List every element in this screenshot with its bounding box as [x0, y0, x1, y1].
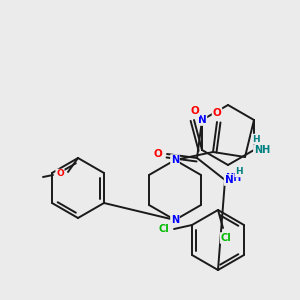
Text: N: N: [198, 115, 206, 125]
Text: Cl: Cl: [159, 224, 170, 234]
Text: NH: NH: [225, 173, 241, 183]
Text: O: O: [190, 106, 200, 116]
Text: Cl: Cl: [220, 233, 231, 243]
Text: NH: NH: [254, 145, 270, 155]
Text: H: H: [252, 134, 260, 143]
Text: O: O: [213, 108, 221, 118]
Text: N: N: [171, 155, 179, 165]
Text: H: H: [235, 167, 243, 176]
Text: O: O: [154, 149, 162, 159]
Text: N: N: [225, 175, 233, 185]
Text: N: N: [171, 215, 179, 225]
Text: O: O: [56, 169, 64, 178]
